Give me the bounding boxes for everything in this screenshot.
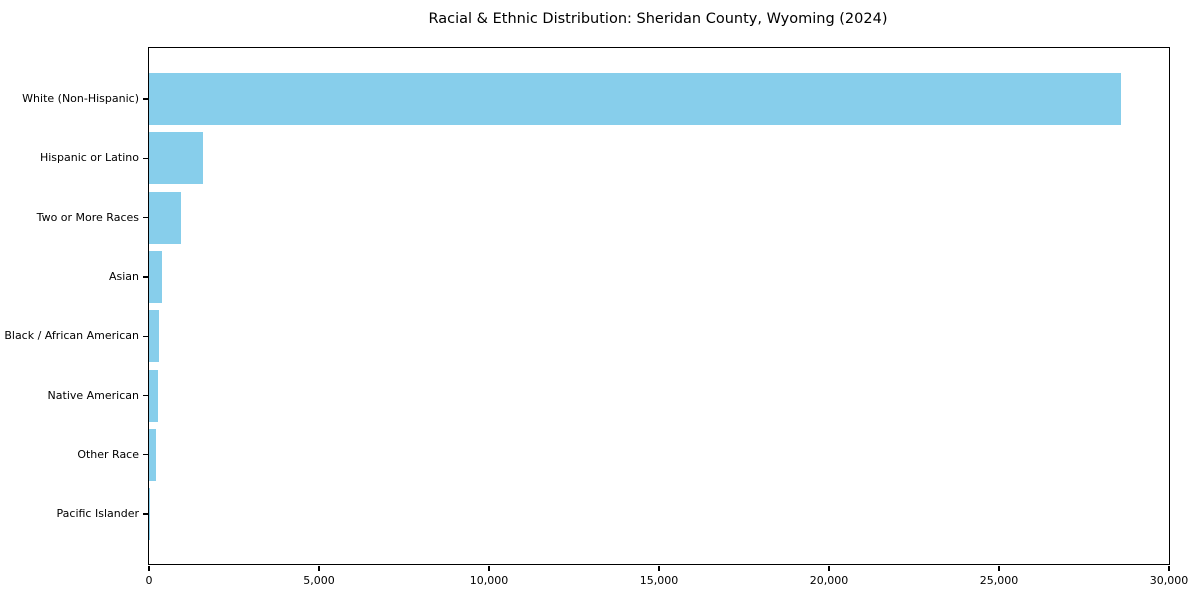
y-tick-mark [142,454,148,456]
x-tick-label: 5,000 [303,574,335,587]
y-tick-mark [142,276,148,278]
x-tick-label: 10,000 [469,574,509,587]
x-tick-label: 25,000 [979,574,1019,587]
y-tick-mark [142,335,148,337]
x-tick-mark [1168,565,1170,571]
x-tick-label: 0 [145,574,153,587]
bar-pacific-islander [149,488,150,541]
y-tick-label: Asian [108,269,139,283]
y-tick-mark [142,157,148,159]
y-tick-label: Native American [47,388,139,402]
x-tick-mark [828,565,830,571]
x-tick-label: 15,000 [639,574,679,587]
y-tick-mark [142,216,148,219]
bar-white-non-hispanic [149,73,1122,125]
chart-title: Racial & Ethnic Distribution: Sheridan C… [428,11,888,27]
bar-native-american [149,369,158,422]
y-tick-label: Other Race [77,447,139,461]
plot-area: White (Non-Hispanic) Hispanic or Latino Tw… [4,47,1188,587]
x-tick-mark [318,565,320,571]
y-tick-label: Hispanic or Latino [39,151,139,165]
y-tick-mark [142,394,148,397]
x-tick-mark [148,565,150,571]
x-tick-mark [658,565,660,571]
y-tick-label: Two or More Races [36,210,139,224]
bar-other-race [149,428,156,481]
y-tick-label: White (Non-Hispanic) [22,92,139,105]
bar-hispanic-or-latino [149,132,204,185]
x-tick-label: 20,000 [809,574,849,587]
x-tick-mark [998,565,1000,571]
y-tick-label: Pacific Islander [56,507,139,521]
bar-black-african-american [149,310,159,363]
x-tick-mark [488,565,490,571]
y-tick-mark [142,513,148,515]
y-tick-label: Black / African American [4,329,139,343]
x-tick-label: 30,000 [1149,574,1189,587]
bar-asian [149,250,162,303]
y-tick-mark [142,98,148,100]
bar-two-or-more-races [149,191,182,244]
